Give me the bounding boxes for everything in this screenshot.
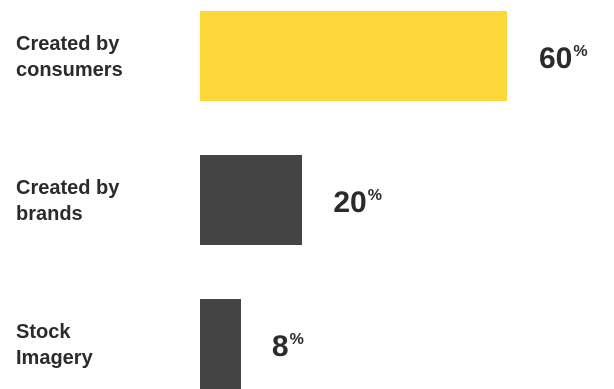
bar bbox=[200, 299, 241, 389]
bar bbox=[200, 11, 507, 101]
category-label-line: brands bbox=[16, 203, 83, 225]
bar bbox=[200, 155, 303, 245]
data-label-value: 20 bbox=[333, 186, 367, 219]
category-label-line: consumers bbox=[16, 59, 123, 81]
category-label: Created by consumers bbox=[16, 31, 186, 83]
data-label: 8% bbox=[272, 332, 304, 362]
data-label-value: 8 bbox=[271, 330, 289, 363]
data-label-suffix: % bbox=[573, 43, 588, 60]
category-label: Created by brands bbox=[16, 175, 186, 227]
data-label-suffix: % bbox=[289, 331, 304, 348]
category-label-line: Imagery bbox=[16, 347, 93, 369]
category-label: Stock Imagery bbox=[16, 319, 186, 371]
category-label-line: Stock bbox=[16, 321, 71, 343]
category-label-line: Created by bbox=[16, 177, 120, 199]
data-label: 20% bbox=[333, 188, 382, 218]
data-label-suffix: % bbox=[367, 187, 382, 204]
data-label: 60% bbox=[539, 44, 588, 74]
data-label-value: 60 bbox=[539, 42, 573, 75]
category-label-line: Created by bbox=[16, 33, 120, 55]
